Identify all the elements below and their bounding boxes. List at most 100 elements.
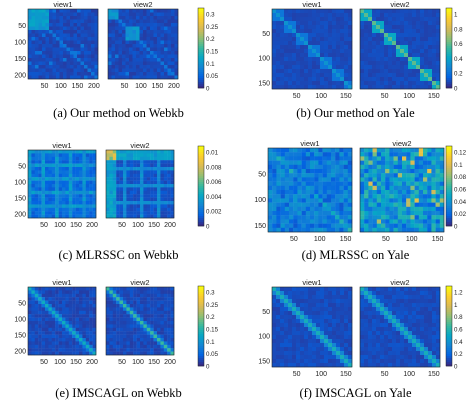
heatmap-cell bbox=[116, 153, 120, 157]
heatmap-cell bbox=[385, 173, 390, 178]
heatmap-cell bbox=[400, 69, 405, 74]
x-tick-label: 200 bbox=[164, 222, 176, 229]
heatmap-cell bbox=[336, 17, 341, 22]
heatmap-cell bbox=[304, 85, 309, 90]
heatmap-cell bbox=[42, 75, 46, 80]
heatmap-cell bbox=[360, 25, 365, 30]
heatmap-cell bbox=[163, 304, 168, 308]
heatmap-cell bbox=[314, 156, 319, 161]
heatmap-cell bbox=[31, 197, 35, 202]
heatmap-cell bbox=[280, 81, 285, 86]
heatmap-cell bbox=[41, 180, 46, 185]
heatmap-cell bbox=[414, 206, 419, 212]
heatmap-cell bbox=[318, 152, 323, 157]
heatmap-cell bbox=[125, 40, 130, 45]
heatmap-cell bbox=[280, 65, 285, 70]
heatmap-cell bbox=[284, 311, 289, 316]
heatmap-cell bbox=[42, 44, 46, 48]
heatmap-cell bbox=[418, 181, 424, 186]
heatmap-cell bbox=[146, 44, 151, 48]
heatmap-cell bbox=[340, 311, 345, 316]
heatmap-cell bbox=[324, 17, 329, 22]
heatmap-cell bbox=[435, 185, 440, 191]
heatmap-cell bbox=[108, 58, 112, 62]
heatmap-cell bbox=[304, 347, 309, 352]
colorbar-swatch bbox=[446, 180, 452, 183]
heatmap-cell bbox=[402, 223, 407, 228]
heatmap-cell bbox=[51, 156, 56, 161]
heatmap-cell bbox=[111, 40, 116, 45]
heatmap-cell bbox=[68, 184, 73, 188]
heatmap-cell bbox=[51, 190, 56, 195]
heatmap-cell bbox=[70, 33, 74, 38]
heatmap-cell bbox=[52, 68, 57, 73]
heatmap-cell bbox=[146, 204, 151, 208]
heatmap-cell bbox=[314, 173, 319, 178]
heatmap-cell bbox=[31, 163, 35, 168]
heatmap-cell bbox=[174, 33, 179, 38]
colorbar-swatch bbox=[446, 38, 452, 41]
heatmap-cell bbox=[92, 170, 97, 174]
heatmap-cell bbox=[280, 53, 285, 58]
heatmap-cell bbox=[276, 211, 281, 216]
heatmap-cell bbox=[73, 9, 78, 13]
heatmap-cell bbox=[87, 58, 92, 62]
heatmap-cell bbox=[372, 77, 377, 82]
heatmap-cell bbox=[41, 207, 46, 212]
heatmap-cell bbox=[347, 173, 353, 178]
heatmap-cell bbox=[126, 304, 130, 308]
heatmap-cell bbox=[35, 75, 39, 80]
heatmap-cell bbox=[160, 207, 164, 212]
colorbar-swatch bbox=[198, 290, 204, 293]
heatmap-cell bbox=[388, 37, 393, 42]
heatmap-cell bbox=[34, 167, 39, 171]
heatmap-cell bbox=[348, 363, 353, 368]
colorbar-swatch bbox=[446, 30, 452, 33]
heatmap-cell bbox=[324, 303, 329, 308]
heatmap-cell bbox=[157, 201, 161, 205]
heatmap-cell bbox=[75, 290, 80, 294]
heatmap-cell bbox=[112, 170, 117, 174]
heatmap-cell bbox=[304, 21, 309, 26]
colorbar-swatch bbox=[198, 172, 204, 175]
heatmap-cell bbox=[34, 327, 39, 332]
heatmap-cell bbox=[140, 180, 144, 185]
heatmap-cell bbox=[348, 45, 353, 50]
heatmap-cell bbox=[416, 17, 421, 22]
heatmap-cell bbox=[272, 291, 277, 296]
heatmap-cell bbox=[123, 201, 127, 205]
heatmap-cell bbox=[312, 311, 317, 316]
heatmap-cell bbox=[87, 23, 92, 27]
heatmap-cell bbox=[435, 202, 440, 207]
heatmap-cell bbox=[139, 61, 144, 66]
heatmap-cell bbox=[305, 177, 311, 182]
heatmap-cell bbox=[106, 211, 110, 215]
heatmap-cell bbox=[400, 33, 405, 38]
heatmap-cell bbox=[133, 160, 137, 164]
heatmap-cell bbox=[122, 23, 126, 27]
heatmap-cell bbox=[153, 187, 158, 191]
heatmap-cell bbox=[62, 201, 66, 205]
heatmap-cell bbox=[58, 314, 63, 318]
heatmap-cell bbox=[410, 202, 415, 207]
heatmap-cell bbox=[312, 307, 317, 312]
heatmap-cell bbox=[310, 211, 315, 216]
heatmap-cell bbox=[276, 160, 281, 165]
heatmap-cell bbox=[364, 327, 369, 332]
heatmap-cell bbox=[112, 327, 117, 332]
heatmap-cell bbox=[276, 215, 281, 220]
heatmap-cell bbox=[412, 17, 417, 22]
heatmap-cell bbox=[404, 41, 409, 46]
heatmap-cell bbox=[55, 201, 59, 205]
heatmap-cell bbox=[126, 314, 130, 318]
heatmap-cell bbox=[276, 29, 281, 34]
heatmap-cell bbox=[89, 317, 93, 322]
heatmap-cell bbox=[312, 57, 317, 62]
heatmap-cell bbox=[111, 16, 116, 20]
heatmap-cell bbox=[52, 26, 57, 31]
heatmap-cell bbox=[316, 331, 321, 336]
heatmap-cell bbox=[163, 310, 168, 315]
colorbar-swatch bbox=[198, 62, 204, 65]
heatmap-cell bbox=[423, 219, 428, 224]
heatmap-cell bbox=[297, 160, 302, 165]
